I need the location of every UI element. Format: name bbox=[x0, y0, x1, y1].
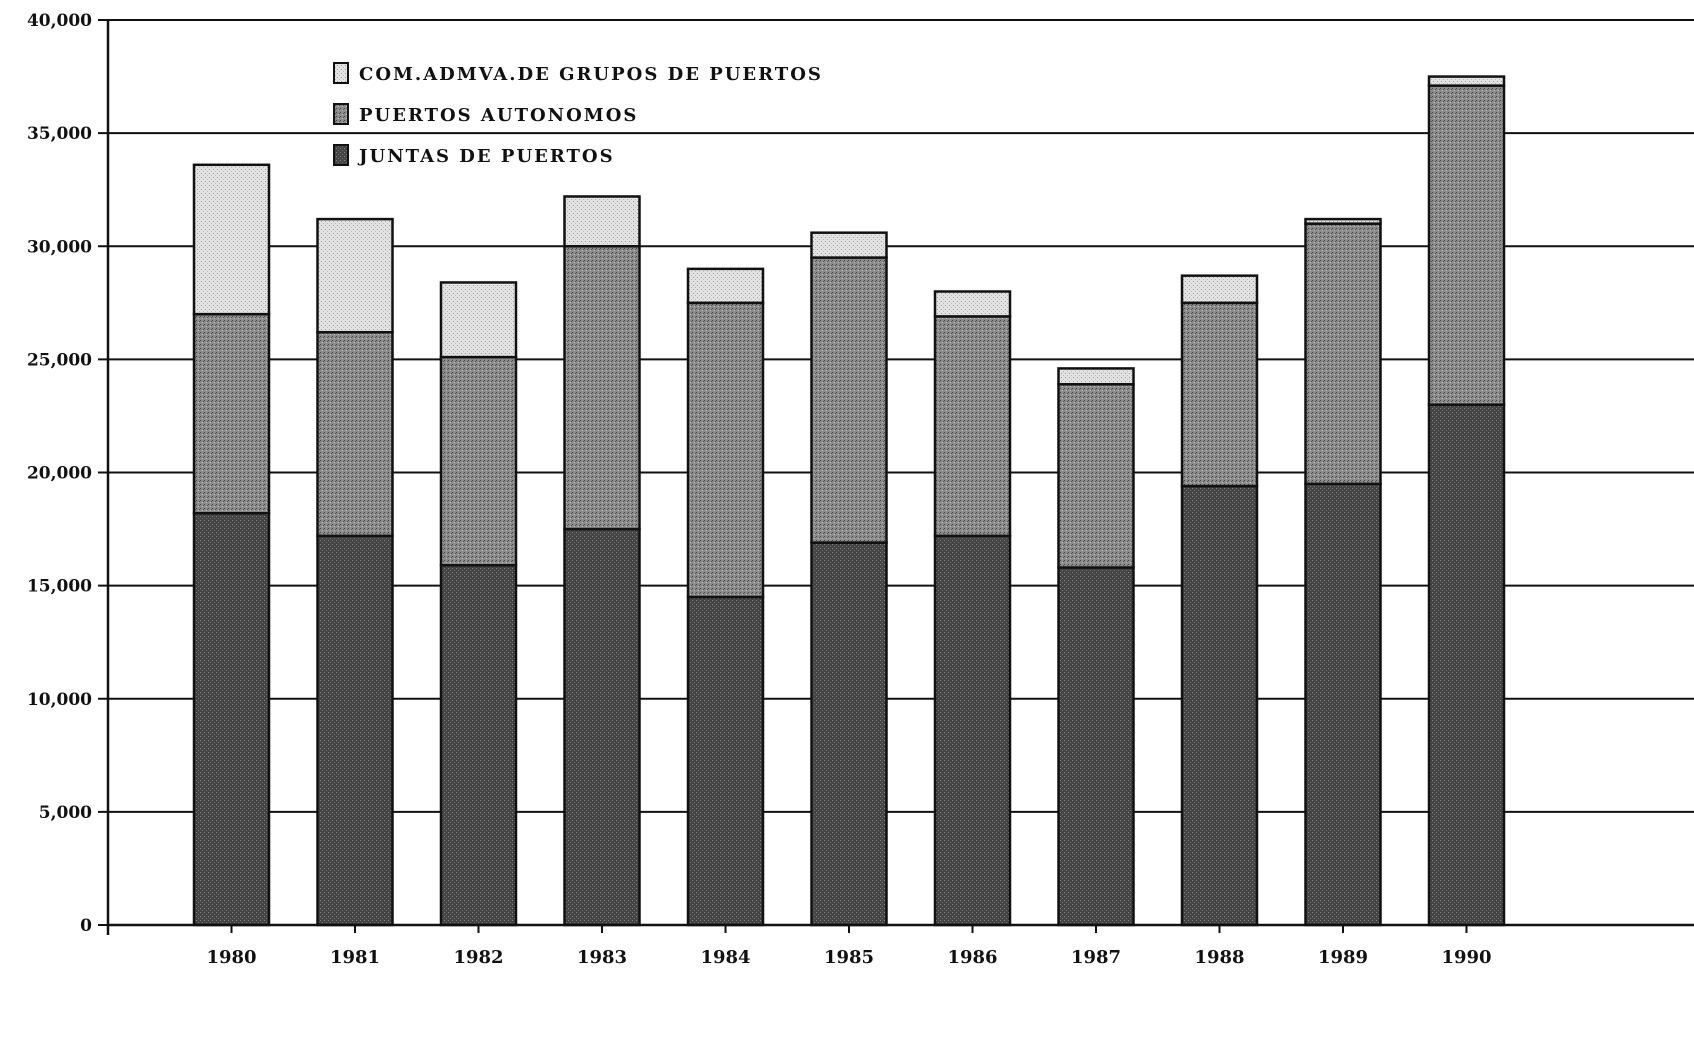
bar-segment bbox=[1057, 566, 1135, 927]
x-axis-tick-labels: 1980 1981 1982 1983 1984 1985 1986 1987 1988 1989… bbox=[206, 947, 1491, 968]
bar-segment bbox=[192, 511, 271, 927]
bar-segment bbox=[1180, 274, 1259, 305]
y-tick-label: 0 bbox=[80, 916, 92, 936]
bar-segment bbox=[1427, 84, 1506, 406]
bar-segment bbox=[933, 290, 1012, 318]
bar-segment bbox=[1304, 217, 1382, 225]
bar-segment bbox=[563, 245, 641, 531]
bar-segment bbox=[810, 256, 888, 544]
y-axis-tick-labels: 0 5,000 10,000 15,000 20,000 25,000 30,000 35,0… bbox=[27, 11, 92, 936]
bar-segment bbox=[192, 163, 271, 316]
y-tick-label: 15,000 bbox=[27, 577, 92, 597]
y-tick-label: 30,000 bbox=[27, 237, 92, 257]
legend-swatch bbox=[333, 62, 349, 84]
legend-label: JUNTAS DE PUERTOS bbox=[357, 146, 615, 167]
bar-segment bbox=[1427, 403, 1506, 927]
y-tick-label: 25,000 bbox=[27, 350, 92, 370]
bar-segment bbox=[1057, 383, 1135, 569]
bar-segment bbox=[1057, 367, 1135, 386]
bar-segment bbox=[686, 301, 765, 599]
x-tick-label: 1981 bbox=[330, 947, 380, 968]
x-tick-label: 1985 bbox=[824, 947, 874, 968]
legend-label: COM.ADMVA.DE GRUPOS DE PUERTOS bbox=[359, 64, 823, 85]
x-tick-label: 1983 bbox=[577, 947, 627, 968]
bar-segment bbox=[1427, 75, 1506, 87]
x-tick-label: 1987 bbox=[1071, 947, 1121, 968]
bar-segment bbox=[933, 534, 1012, 927]
y-tick-label: 20,000 bbox=[27, 464, 92, 484]
y-tick-label: 40,000 bbox=[27, 11, 92, 31]
bar-segment bbox=[686, 267, 765, 305]
y-tick-label: 10,000 bbox=[27, 690, 92, 710]
bar-segment bbox=[316, 534, 394, 927]
bar-segment bbox=[1304, 222, 1382, 486]
legend-swatch bbox=[333, 144, 349, 166]
bar-segment bbox=[810, 231, 888, 259]
x-tick-label: 1988 bbox=[1194, 947, 1244, 968]
bars bbox=[192, 75, 1506, 927]
bar-segment bbox=[439, 564, 518, 927]
bar-segment bbox=[810, 541, 888, 927]
legend: COM.ADMVA.DE GRUPOS DE PUERTOS PUERTOS AU… bbox=[333, 62, 823, 167]
bar-segment bbox=[192, 312, 271, 515]
x-tick-label: 1980 bbox=[206, 947, 256, 968]
x-tick-label: 1986 bbox=[947, 947, 997, 968]
legend-label: PUERTOS AUTONOMOS bbox=[359, 105, 638, 126]
bar-segment bbox=[439, 281, 518, 359]
x-tick-label: 1989 bbox=[1318, 947, 1368, 968]
bar-segment bbox=[316, 217, 394, 334]
legend-swatch bbox=[333, 103, 349, 125]
axes bbox=[98, 19, 1694, 935]
bar-segment bbox=[563, 527, 641, 927]
bar-segment bbox=[686, 595, 765, 927]
x-tick-label: 1982 bbox=[453, 947, 503, 968]
x-tick-label: 1984 bbox=[700, 947, 750, 968]
y-tick-label: 5,000 bbox=[39, 803, 92, 823]
bar-segment bbox=[563, 195, 641, 248]
bar-segment bbox=[1304, 482, 1382, 927]
y-tick-label: 35,000 bbox=[27, 124, 92, 144]
bar-segment bbox=[933, 315, 1012, 538]
x-tick-label: 1990 bbox=[1441, 947, 1491, 968]
bar-segment bbox=[439, 355, 518, 567]
bar-segment bbox=[316, 330, 394, 538]
bar-segment bbox=[1180, 301, 1259, 488]
bar-segment bbox=[1180, 484, 1259, 927]
